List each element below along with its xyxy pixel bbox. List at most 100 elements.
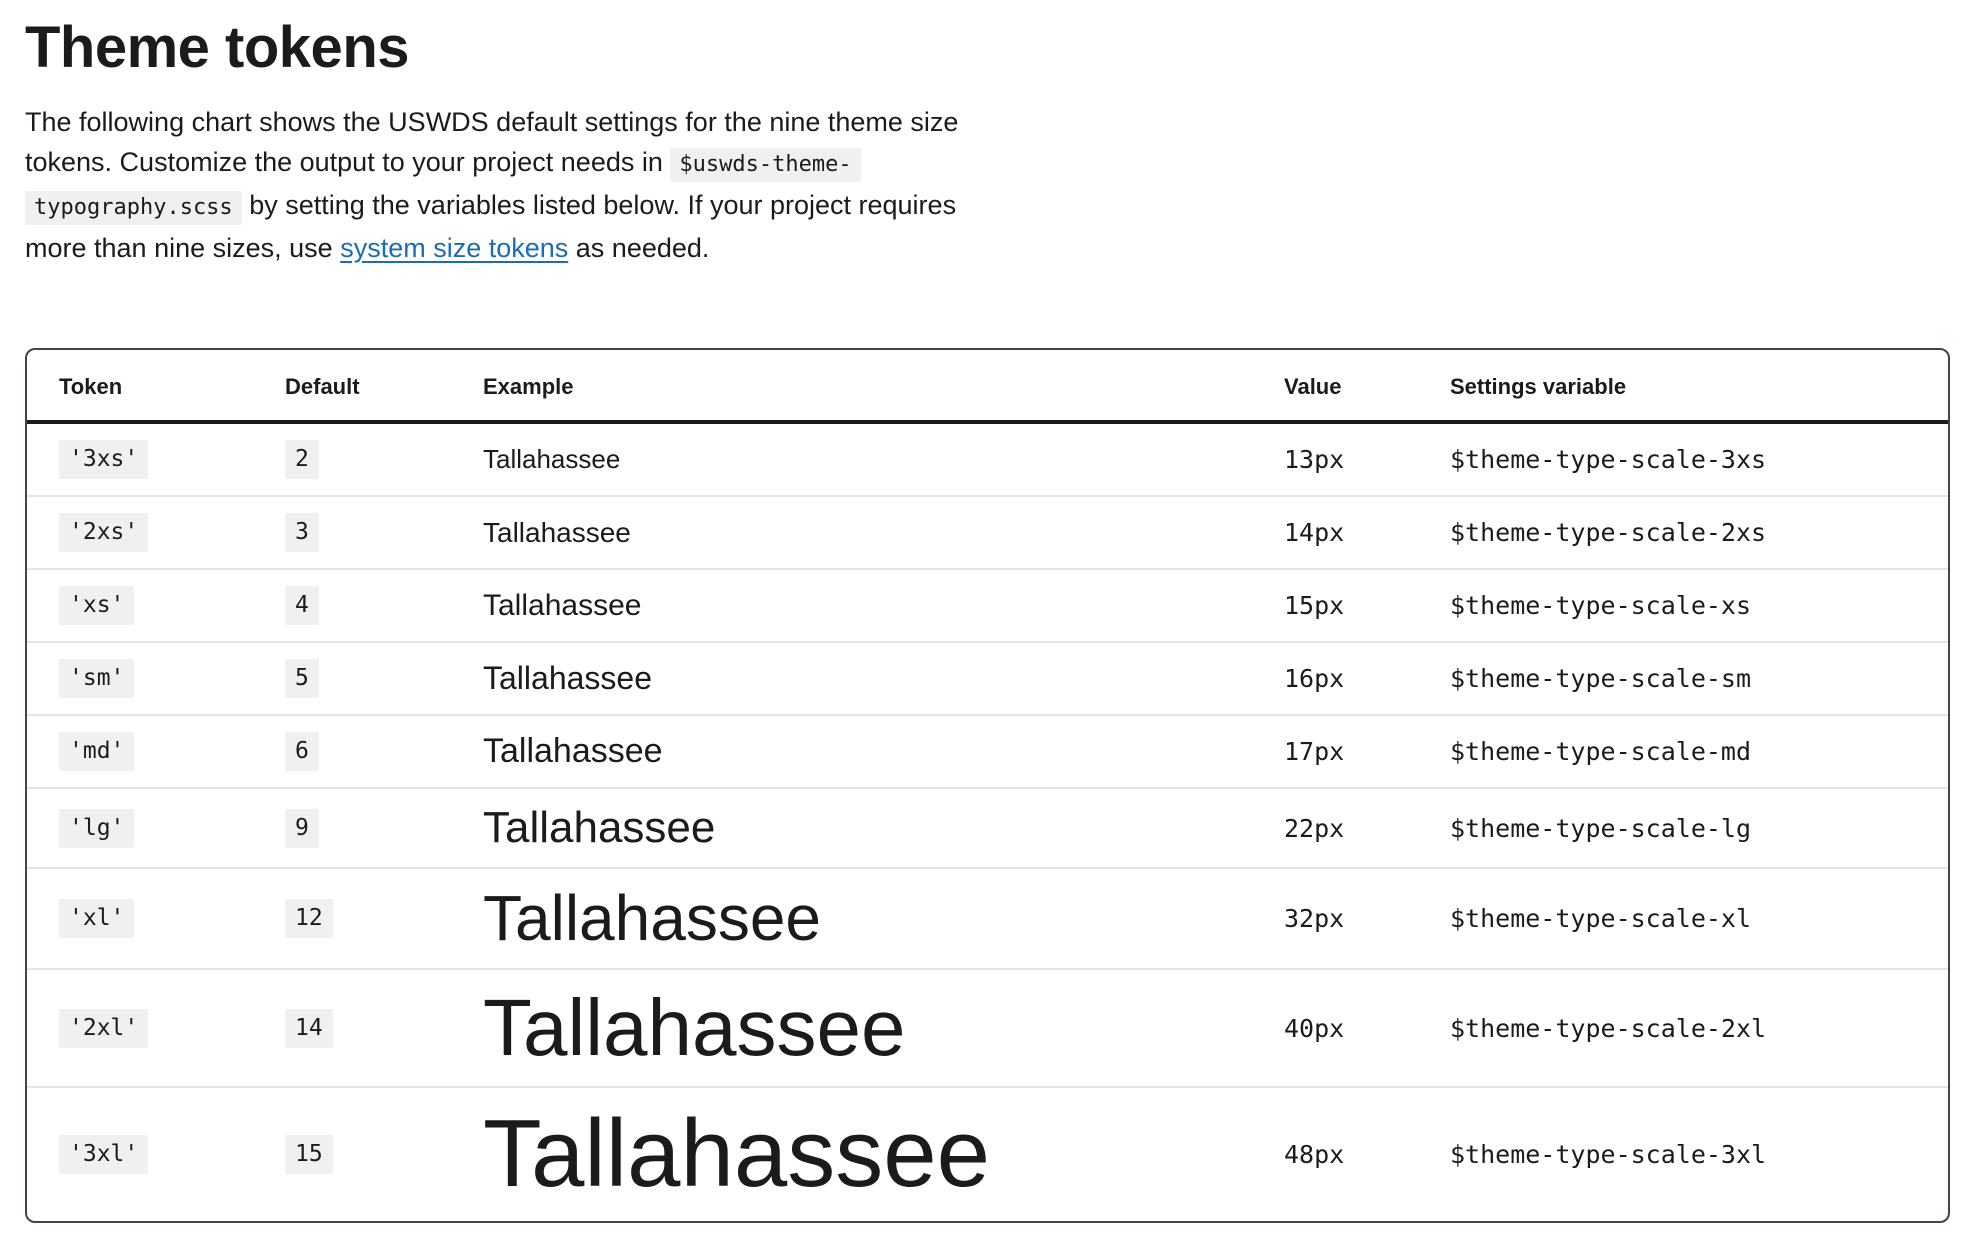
- example-cell: Tallahassee: [451, 786, 1252, 869]
- intro-text: as needed.: [575, 233, 710, 263]
- settings-variable-cell: $theme-type-scale-sm: [1418, 641, 1948, 715]
- token-cell: 'xs': [27, 568, 253, 642]
- example-text: Tallahassee: [483, 803, 716, 852]
- example-text: Tallahassee: [483, 731, 663, 770]
- settings-variable-cell: $theme-type-scale-xs: [1418, 568, 1948, 642]
- intro-line-3: typography.scss by setting the variables…: [25, 185, 1950, 228]
- example-cell: Tallahassee: [451, 568, 1252, 642]
- example-cell: Tallahassee: [451, 495, 1252, 569]
- example-cell: Tallahassee: [451, 1086, 1252, 1222]
- token-cell: 'sm': [27, 641, 253, 715]
- table-row: 'xl' 12 Tallahassee 32px $theme-type-sca…: [27, 867, 1948, 970]
- default-cell: 4: [253, 568, 451, 642]
- settings-variable-cell: $theme-type-scale-3xs: [1450, 445, 1767, 474]
- table-header-default: Default: [253, 350, 451, 424]
- default-code-chip: 3: [285, 513, 319, 552]
- table-row: '3xs' 2 Tallahassee 13px $theme-type-sca…: [27, 422, 1948, 496]
- intro-text: more than nine sizes, use: [25, 233, 333, 263]
- intro-text: The following chart shows the USWDS defa…: [25, 107, 959, 137]
- value-cell: 32px: [1252, 867, 1418, 970]
- token-code-chip: 'xs': [59, 586, 135, 625]
- settings-variable-cell: $theme-type-scale-2xl: [1418, 968, 1948, 1088]
- default-code-chip: 9: [285, 808, 319, 848]
- inline-code-uswds-theme: $uswds-theme-: [670, 148, 861, 182]
- token-cell: '3xs': [27, 422, 253, 496]
- inline-code-typography-scss: typography.scss: [25, 191, 242, 225]
- default-cell: 15: [253, 1086, 451, 1222]
- default-code-chip: 5: [285, 659, 319, 698]
- token-code-chip: '2xl': [59, 1008, 149, 1048]
- settings-variable-cell: $theme-type-scale-lg: [1418, 786, 1948, 869]
- example-text: Tallahassee: [483, 1100, 990, 1208]
- default-cell: 12: [253, 867, 451, 970]
- value-cell: 14px: [1252, 495, 1418, 569]
- token-code-chip: 'sm': [59, 659, 135, 698]
- default-cell: 3: [253, 495, 451, 569]
- token-code-chip: 'md': [59, 732, 135, 771]
- example-text: Tallahassee: [483, 659, 652, 696]
- value-cell: 17px: [1252, 714, 1418, 788]
- intro-text: tokens. Customize the output to your pro…: [25, 147, 663, 177]
- default-code-chip: 12: [285, 899, 333, 939]
- table-row: 'xs' 4 Tallahassee 15px $theme-type-scal…: [27, 568, 1948, 642]
- tokens-table: Token Default Example Value Settings var…: [27, 350, 1948, 1222]
- example-text: Tallahassee: [483, 983, 906, 1073]
- settings-variable-cell: $theme-type-scale-3xl: [1418, 1086, 1948, 1222]
- tokens-table-card: Token Default Example Value Settings var…: [25, 348, 1950, 1224]
- example-text: Tallahassee: [483, 588, 642, 622]
- example-cell: Tallahassee: [451, 641, 1252, 715]
- token-code-chip: '3xs': [59, 440, 149, 479]
- default-code-chip: 14: [285, 1008, 333, 1048]
- intro-line-4: more than nine sizes, use system size to…: [25, 228, 1950, 268]
- default-code-chip: 15: [285, 1135, 333, 1175]
- token-cell: '2xl': [27, 968, 253, 1088]
- intro-line-1: The following chart shows the USWDS defa…: [25, 102, 1950, 142]
- table-row: 'sm' 5 Tallahassee 16px $theme-type-scal…: [27, 641, 1948, 715]
- example-text: Tallahassee: [483, 516, 631, 548]
- value-cell: 48px: [1252, 1086, 1418, 1222]
- default-cell: 2: [253, 422, 451, 496]
- default-cell: 5: [253, 641, 451, 715]
- token-code-chip: 'xl': [59, 899, 135, 939]
- token-code-chip: 'lg': [59, 808, 135, 848]
- table-header-value: Value: [1252, 350, 1418, 424]
- example-cell: Tallahassee: [451, 968, 1252, 1088]
- token-cell: '3xl': [27, 1086, 253, 1222]
- default-cell: 9: [253, 786, 451, 869]
- default-code-chip: 6: [285, 732, 319, 771]
- example-cell: Tallahassee: [451, 714, 1252, 788]
- value-cell: 40px: [1252, 968, 1418, 1088]
- intro-paragraph: The following chart shows the USWDS defa…: [25, 102, 1950, 268]
- table-header-settings-variable: Settings variable: [1418, 350, 1948, 424]
- value-cell: 16px: [1252, 641, 1418, 715]
- example-text: Tallahassee: [483, 882, 821, 955]
- token-cell: 'lg': [27, 786, 253, 869]
- token-code-chip: '2xs': [59, 513, 149, 552]
- table-header-example: Example: [451, 350, 1252, 424]
- token-cell: '2xs': [27, 495, 253, 569]
- intro-text: by setting the variables listed below. I…: [249, 190, 957, 220]
- table-header-token: Token: [27, 350, 253, 424]
- table-row: 'md' 6 Tallahassee 17px $theme-type-scal…: [27, 714, 1948, 788]
- system-size-tokens-link[interactable]: system size tokens: [340, 233, 569, 263]
- default-cell: 6: [253, 714, 451, 788]
- token-cell: 'xl': [27, 867, 253, 970]
- page-title: Theme tokens: [25, 15, 410, 80]
- value-cell: 13px: [1284, 445, 1345, 474]
- token-code-chip: '3xl': [59, 1135, 149, 1175]
- table-row: '3xl' 15 Tallahassee 48px $theme-type-sc…: [27, 1086, 1948, 1222]
- settings-variable-cell: $theme-type-scale-xl: [1418, 867, 1948, 970]
- example-text: Tallahassee: [483, 443, 621, 474]
- settings-variable-cell: $theme-type-scale-2xs: [1418, 495, 1948, 569]
- example-cell: Tallahassee: [451, 422, 1252, 496]
- value-cell: 22px: [1252, 786, 1418, 869]
- default-code-chip: 2: [285, 440, 319, 479]
- example-cell: Tallahassee: [451, 867, 1252, 970]
- token-cell: 'md': [27, 714, 253, 788]
- table-row: '2xs' 3 Tallahassee 14px $theme-type-sca…: [27, 495, 1948, 569]
- table-row: 'lg' 9 Tallahassee 22px $theme-type-scal…: [27, 786, 1948, 869]
- intro-line-2: tokens. Customize the output to your pro…: [25, 142, 1950, 185]
- table-header-row: Token Default Example Value Settings var…: [27, 350, 1948, 424]
- value-cell: 15px: [1252, 568, 1418, 642]
- default-cell: 14: [253, 968, 451, 1088]
